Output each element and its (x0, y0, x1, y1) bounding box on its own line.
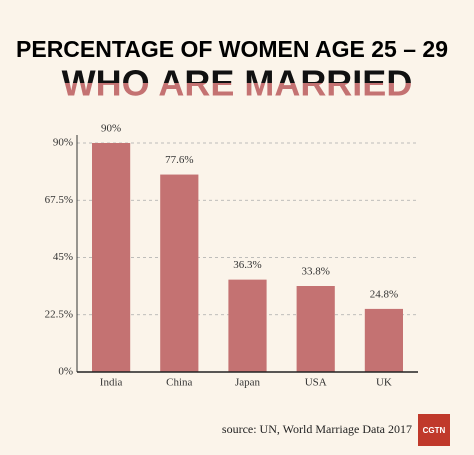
y-tick-label: 90% (53, 137, 73, 149)
logo: CGTN (423, 426, 446, 435)
value-label: 90% (101, 123, 121, 135)
value-label: 24.8% (370, 288, 398, 300)
y-tick-label: 45% (53, 251, 73, 263)
bar (365, 309, 403, 372)
y-tick-label: 67.5% (45, 194, 73, 206)
y-tick-label: 0% (58, 366, 73, 378)
chart: PERCENTAGE OF WOMEN AGE 25 – 29 WHO ARE … (0, 0, 474, 455)
value-label: 36.3% (233, 259, 261, 271)
value-label: 77.6% (165, 154, 193, 166)
x-tick-label: Japan (235, 377, 261, 389)
bar (297, 286, 335, 372)
chart-title: PERCENTAGE OF WOMEN AGE 25 – 29 (16, 36, 448, 62)
x-tick-label: USA (305, 377, 327, 389)
bar (92, 143, 130, 372)
bar (228, 280, 266, 372)
bar (160, 175, 198, 372)
chart-subtitle: WHO ARE MARRIED (62, 63, 413, 104)
x-tick-label: India (100, 377, 123, 389)
x-tick-label: China (166, 377, 192, 389)
x-tick-label: UK (376, 377, 392, 389)
y-tick-label: 22.5% (45, 308, 73, 320)
value-label: 33.8% (301, 266, 329, 278)
source-note: source: UN, World Marriage Data 2017 (222, 422, 412, 436)
